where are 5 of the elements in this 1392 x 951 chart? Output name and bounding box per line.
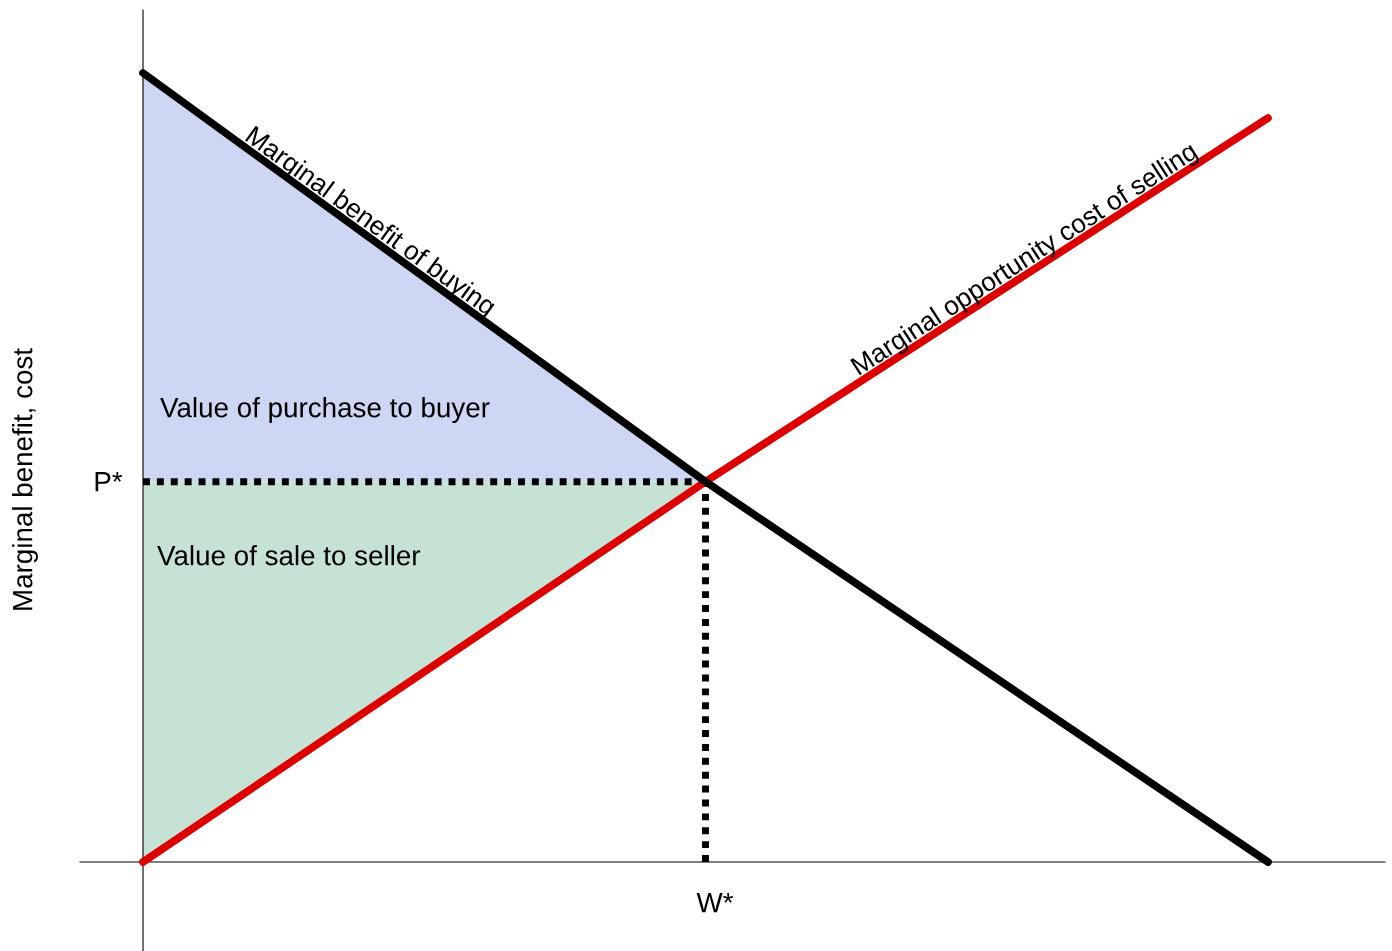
annotation: Value of sale to seller — [157, 545, 421, 566]
text: W* — [696, 893, 734, 913]
y-axis-title: Marginal benefit, cost — [12, 348, 38, 610]
annotation: P* — [95, 472, 123, 492]
annotation: Value of purchase to buyer — [160, 397, 490, 423]
